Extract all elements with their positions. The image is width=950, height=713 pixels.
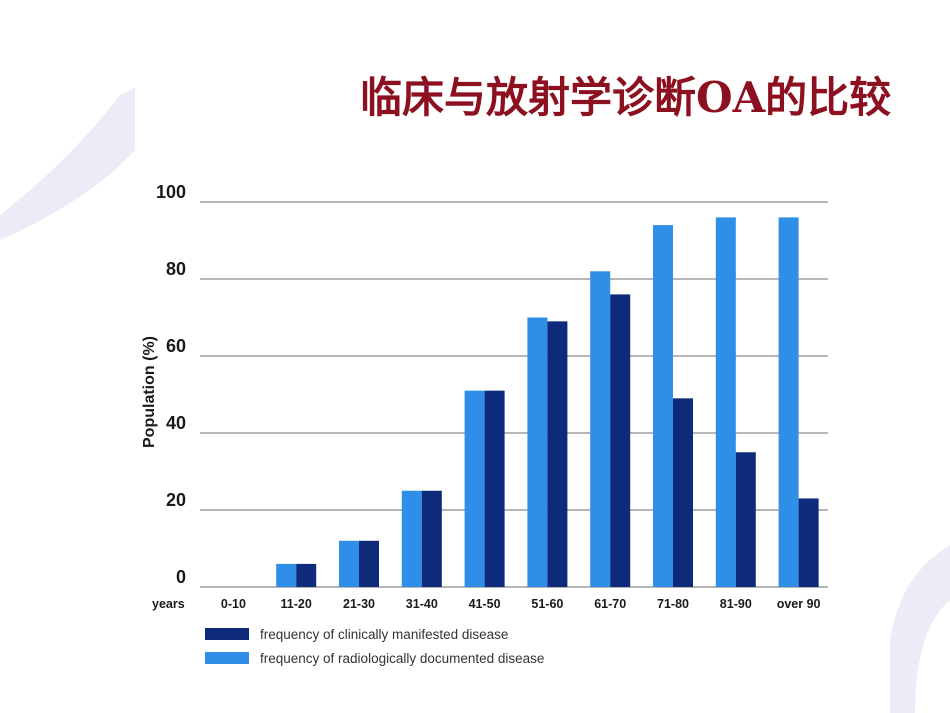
bar-radiological-41-50 bbox=[464, 390, 485, 587]
y-tick-label: 40 bbox=[166, 413, 186, 433]
y-tick-label: 100 bbox=[156, 182, 186, 202]
bar-radiological-81-90 bbox=[715, 217, 736, 587]
bar-radiological-over-90 bbox=[778, 217, 799, 587]
x-tick-label: 21-30 bbox=[343, 597, 375, 611]
x-tick-label: over 90 bbox=[777, 597, 821, 611]
y-tick-label: 80 bbox=[166, 259, 186, 279]
legend-swatch bbox=[205, 652, 249, 664]
x-axis-ticks: 0-10 11-20 21-30 31-40 41-50 51-60 61-70 71-80 8… bbox=[221, 597, 821, 611]
x-tick-label: 11-20 bbox=[281, 597, 312, 611]
y-axis-ticks: 0 20 40 60 80 100 bbox=[156, 182, 186, 587]
bars bbox=[276, 217, 819, 587]
legend: frequency of clinically manifested disea… bbox=[205, 627, 544, 666]
x-tick-label: 51-60 bbox=[531, 597, 563, 611]
bar-clinical-over-90 bbox=[798, 498, 819, 587]
bar-radiological-71-80 bbox=[653, 225, 673, 587]
bar-radiological-21-30 bbox=[339, 540, 359, 587]
bar-clinical-11-20 bbox=[296, 563, 317, 587]
bar-clinical-31-40 bbox=[421, 490, 442, 587]
bar-radiological-51-60 bbox=[527, 317, 548, 587]
x-axis-label: years bbox=[152, 597, 185, 611]
legend-label: frequency of radiologically documented d… bbox=[260, 651, 544, 666]
x-tick-label: 61-70 bbox=[594, 597, 626, 611]
legend-swatch bbox=[205, 628, 249, 640]
x-tick-label: 41-50 bbox=[469, 597, 501, 611]
x-tick-label: 71-80 bbox=[657, 597, 689, 611]
decor-arc-right bbox=[890, 545, 950, 713]
bar-clinical-61-70 bbox=[610, 294, 631, 587]
y-tick-label: 20 bbox=[166, 490, 186, 510]
x-tick-label: 0-10 bbox=[221, 597, 246, 611]
y-tick-label: 0 bbox=[176, 567, 186, 587]
y-tick-label: 60 bbox=[166, 336, 186, 356]
slide-title: 临床与放射学诊断OA的比较 bbox=[360, 73, 892, 122]
decor-arc-left bbox=[0, 88, 135, 240]
bar-radiological-61-70 bbox=[590, 271, 611, 587]
bar-radiological-11-20 bbox=[276, 563, 297, 587]
bar-clinical-51-60 bbox=[547, 321, 568, 587]
bar-clinical-41-50 bbox=[484, 390, 505, 587]
bar-clinical-21-30 bbox=[359, 540, 379, 587]
bar-clinical-71-80 bbox=[673, 398, 693, 587]
x-tick-label: 31-40 bbox=[406, 597, 438, 611]
x-tick-label: 81-90 bbox=[720, 597, 752, 611]
legend-label: frequency of clinically manifested disea… bbox=[260, 627, 508, 642]
y-axis-label: Population (%) bbox=[141, 336, 158, 448]
bar-radiological-31-40 bbox=[401, 490, 422, 587]
bar-clinical-81-90 bbox=[735, 452, 756, 587]
